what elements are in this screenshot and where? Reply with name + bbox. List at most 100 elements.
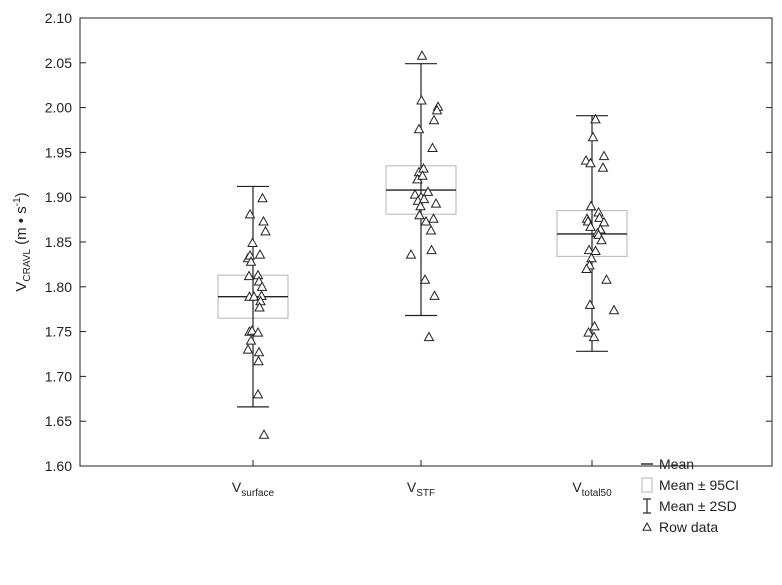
data-point (244, 208, 256, 219)
data-point (245, 256, 257, 266)
data-point (589, 320, 600, 331)
legend-ci-symbol (641, 477, 653, 493)
y-tick-label: 1.65 (45, 413, 72, 429)
data-point (409, 188, 421, 199)
data-point (425, 224, 437, 235)
data-point (256, 281, 268, 291)
data-point (598, 216, 610, 227)
data-point (258, 215, 269, 226)
y-axis-title-unit-sup: -1 (12, 197, 23, 206)
legend-item-ci: Mean ± 95CI (641, 477, 739, 493)
category-label: Vtotal50 (572, 479, 612, 499)
data-point (254, 301, 265, 312)
category-label: Vsurface (232, 479, 275, 499)
groups (217, 50, 628, 439)
data-point (583, 326, 594, 337)
legend-label: Mean (659, 456, 694, 472)
legend: Mean Mean ± 95CI Mean ± 2SD Row data (641, 456, 739, 535)
data-point (252, 388, 264, 399)
legend-item-sd: Mean ± 2SD (643, 498, 737, 514)
data-point (420, 215, 432, 226)
data-point (590, 245, 601, 256)
data-point (418, 193, 430, 204)
data-point (585, 157, 596, 168)
data-point (242, 343, 254, 354)
data-point (428, 114, 440, 125)
y-axis-title-main: V (13, 282, 30, 292)
data-point (594, 212, 605, 222)
data-point (414, 209, 425, 220)
y-tick-label: 1.60 (45, 458, 72, 474)
data-point (405, 249, 417, 259)
data-point (590, 113, 601, 124)
y-axis-title-unit: (m • s (13, 206, 30, 249)
data-point (416, 94, 427, 105)
y-tick-label: 1.70 (45, 368, 72, 384)
x-axis: Vsurface VSTF Vtotal50 (232, 460, 612, 499)
y-axis: 1.60 1.65 1.70 1.75 1.80 1.85 1.90 1.95 2.00 2.05… (45, 10, 772, 474)
y-tick-label: 1.90 (45, 189, 72, 205)
data-point (422, 186, 434, 196)
data-point (581, 263, 592, 273)
group-surface (217, 185, 289, 439)
data-point (243, 270, 255, 281)
data-point (598, 150, 610, 161)
data-point (608, 304, 620, 315)
data-point (427, 142, 438, 153)
data-point (601, 274, 612, 284)
data-point (246, 325, 258, 335)
data-point (413, 123, 425, 134)
data-point (419, 274, 431, 284)
y-axis-title-sub: CRAVL (22, 249, 33, 282)
legend-label: Mean ± 95CI (659, 477, 739, 493)
plot-frame (79, 17, 773, 467)
y-tick-label: 1.85 (45, 234, 72, 250)
data-point (418, 162, 429, 173)
y-tick-label: 2.00 (45, 100, 72, 116)
data-point (587, 131, 599, 142)
data-point (245, 335, 257, 345)
data-point (258, 429, 270, 439)
data-point (430, 197, 442, 208)
data-point (423, 331, 435, 342)
legend-label: Row data (659, 519, 718, 535)
y-tick-label: 2.10 (45, 10, 72, 26)
group-total50 (556, 113, 628, 352)
data-point (588, 331, 600, 342)
data-point (584, 299, 596, 309)
y-tick-label: 2.05 (45, 55, 72, 71)
data-point (417, 170, 428, 180)
data-point (596, 234, 607, 245)
data-point (586, 252, 597, 263)
legend-raw-symbol (642, 521, 652, 531)
legend-item-raw: Row data (642, 519, 718, 535)
data-point (260, 225, 271, 236)
y-tick-label: 1.75 (45, 324, 72, 340)
legend-label: Mean ± 2SD (659, 498, 737, 514)
data-point (426, 244, 437, 255)
category-label: VSTF (407, 479, 435, 499)
data-point (247, 237, 258, 247)
data-point (416, 50, 428, 60)
y-axis-title-unit-close: ) (13, 192, 30, 197)
data-point (248, 291, 260, 301)
data-point (253, 346, 265, 357)
data-point (597, 162, 609, 172)
data-point (583, 244, 595, 255)
data-point (429, 290, 440, 300)
y-axis-title: VCRAVL (m • s-1) (12, 192, 33, 291)
legend-item-mean: Mean (641, 456, 694, 472)
data-point (257, 192, 268, 203)
data-point (415, 200, 426, 211)
data-point (431, 104, 443, 115)
y-tick-label: 1.80 (45, 279, 72, 295)
data-point (254, 249, 266, 259)
data-point (252, 326, 264, 337)
group-STF (385, 50, 457, 342)
data-point (428, 213, 439, 223)
y-tick-label: 1.95 (45, 144, 72, 160)
data-point (585, 200, 597, 211)
data-point (585, 221, 596, 231)
data-point (253, 355, 264, 366)
